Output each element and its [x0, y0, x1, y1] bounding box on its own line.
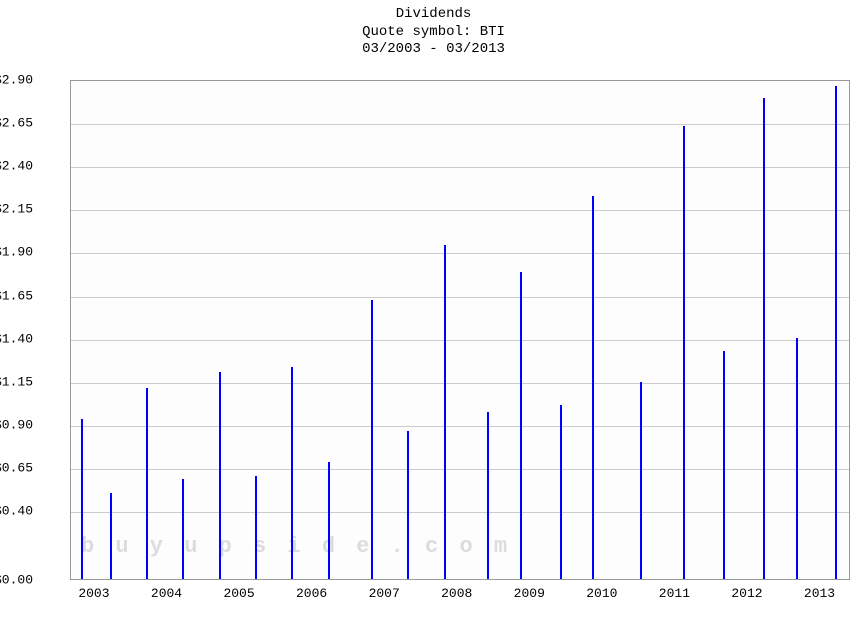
y-tick-label: $1.90 [0, 245, 70, 260]
y-tick-label: $2.65 [0, 116, 70, 131]
x-tick-label: 2007 [369, 580, 400, 601]
chart-title-line2: Quote symbol: BTI [0, 24, 867, 42]
data-bar [796, 338, 798, 579]
y-axis-labels: $0.00$0.40$0.65$0.90$1.15$1.40$1.65$1.90… [0, 80, 70, 580]
x-axis-labels: 2003 2004 2005 2006 2007 2008 2009 2010 2011 2012… [70, 580, 850, 610]
chart-title-line1: Dividends [0, 6, 867, 24]
gridline [71, 340, 849, 341]
plot-area: b u y u p s i d e . c o m [70, 80, 850, 580]
x-tick-label: 2010 [586, 580, 617, 601]
chart-title-block: Dividends Quote symbol: BTI 03/2003 - 03… [0, 0, 867, 59]
x-tick-label: 2003 [78, 580, 109, 601]
data-bar [110, 493, 112, 579]
gridline [71, 469, 849, 470]
data-bar [592, 196, 594, 579]
gridline [71, 426, 849, 427]
gridline [71, 167, 849, 168]
data-bar [146, 388, 148, 579]
x-tick-label: 2012 [731, 580, 762, 601]
data-bar [487, 412, 489, 579]
x-tick-label: 2005 [223, 580, 254, 601]
chart-title-line3: 03/2003 - 03/2013 [0, 41, 867, 59]
dividends-chart: Dividends Quote symbol: BTI 03/2003 - 03… [0, 0, 867, 618]
data-bar [182, 479, 184, 579]
data-bar [683, 126, 685, 579]
y-tick-label: $2.15 [0, 202, 70, 217]
y-tick-label: $2.40 [0, 159, 70, 174]
y-tick-label: $0.40 [0, 504, 70, 519]
data-bar [444, 245, 446, 579]
data-bar [371, 300, 373, 579]
gridline [71, 512, 849, 513]
x-tick-label: 2008 [441, 580, 472, 601]
data-bar [255, 476, 257, 579]
data-bar [219, 372, 221, 579]
data-bar [291, 367, 293, 579]
data-bar [81, 419, 83, 579]
data-bar [328, 462, 330, 579]
data-bar [763, 98, 765, 579]
y-tick-label: $1.65 [0, 288, 70, 303]
y-tick-label: $0.90 [0, 417, 70, 432]
data-bar [520, 272, 522, 579]
gridline [71, 383, 849, 384]
data-bar [640, 382, 642, 579]
x-tick-label: 2013 [804, 580, 835, 601]
data-bar [560, 405, 562, 579]
x-tick-label: 2006 [296, 580, 327, 601]
x-tick-label: 2009 [514, 580, 545, 601]
y-tick-label: $0.65 [0, 460, 70, 475]
data-bar [723, 351, 725, 579]
gridline [71, 210, 849, 211]
y-tick-label: $2.90 [0, 73, 70, 88]
y-tick-label: $0.00 [0, 573, 70, 588]
gridline [71, 297, 849, 298]
y-tick-label: $1.40 [0, 331, 70, 346]
gridline [71, 253, 849, 254]
x-tick-label: 2011 [659, 580, 690, 601]
y-tick-label: $1.15 [0, 374, 70, 389]
data-bar [407, 431, 409, 579]
x-tick-label: 2004 [151, 580, 182, 601]
data-bar [835, 86, 837, 579]
gridline [71, 124, 849, 125]
